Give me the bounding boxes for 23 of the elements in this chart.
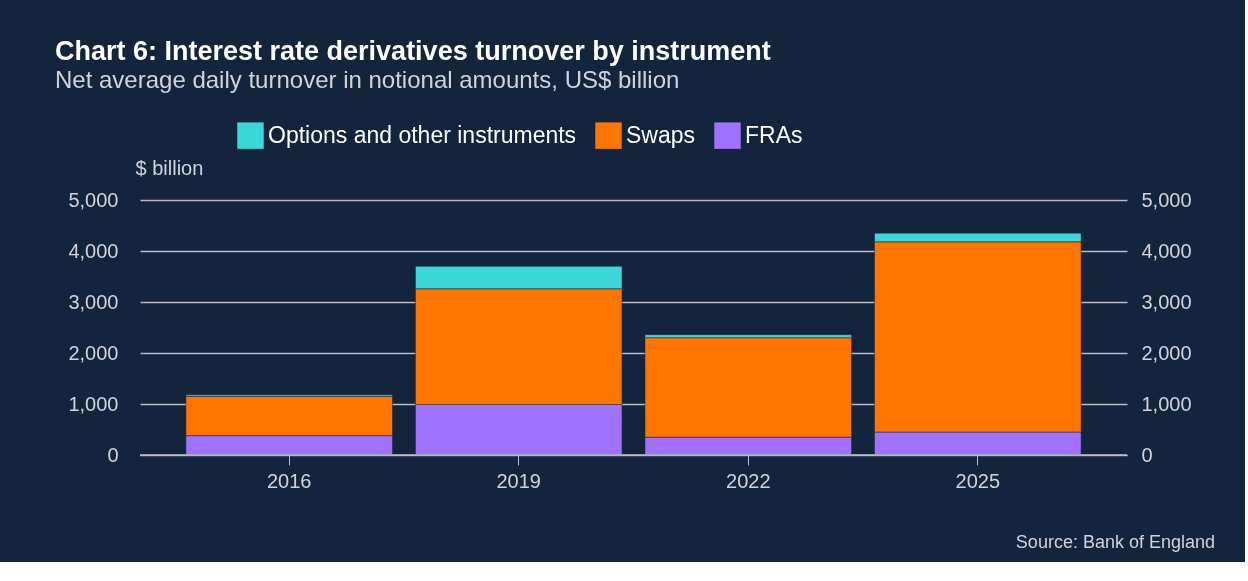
chart-title: Chart 6: Interest rate derivatives turnover by instrument: [55, 36, 771, 66]
y2-tick-label: 4,000: [1141, 239, 1192, 262]
y2-tick-label: 5,000: [1141, 188, 1192, 211]
y-axis-title: $ billion: [135, 156, 204, 179]
x-tick-label: 2016: [266, 469, 312, 492]
y2-tick-label: 0: [1141, 443, 1153, 466]
source-note: Source: Bank of England: [1015, 532, 1215, 552]
y-tick-label: 2,000: [68, 341, 119, 364]
y2-tick-label: 2,000: [1141, 341, 1192, 364]
chart-subtitle: Net average daily turnover in notional amounts, US$ billion: [55, 66, 680, 93]
y-tick-label: 1,000: [68, 392, 119, 415]
x-tick-label: 2022: [726, 469, 771, 492]
x-tick-label: 2019: [496, 469, 541, 492]
y-tick-label: 3,000: [68, 290, 119, 313]
x-tick-label: 2025: [955, 469, 1001, 492]
legend-label: Options and other instruments: [268, 121, 577, 148]
y2-tick-label: 3,000: [1141, 290, 1192, 313]
y-tick-label: 0: [107, 443, 119, 466]
legend-label: Swaps: [626, 121, 696, 148]
y2-tick-label: 1,000: [1141, 392, 1192, 415]
legend-label: FRAs: [745, 121, 803, 148]
y-tick-label: 4,000: [68, 239, 119, 262]
y-tick-label: 5,000: [68, 188, 119, 211]
